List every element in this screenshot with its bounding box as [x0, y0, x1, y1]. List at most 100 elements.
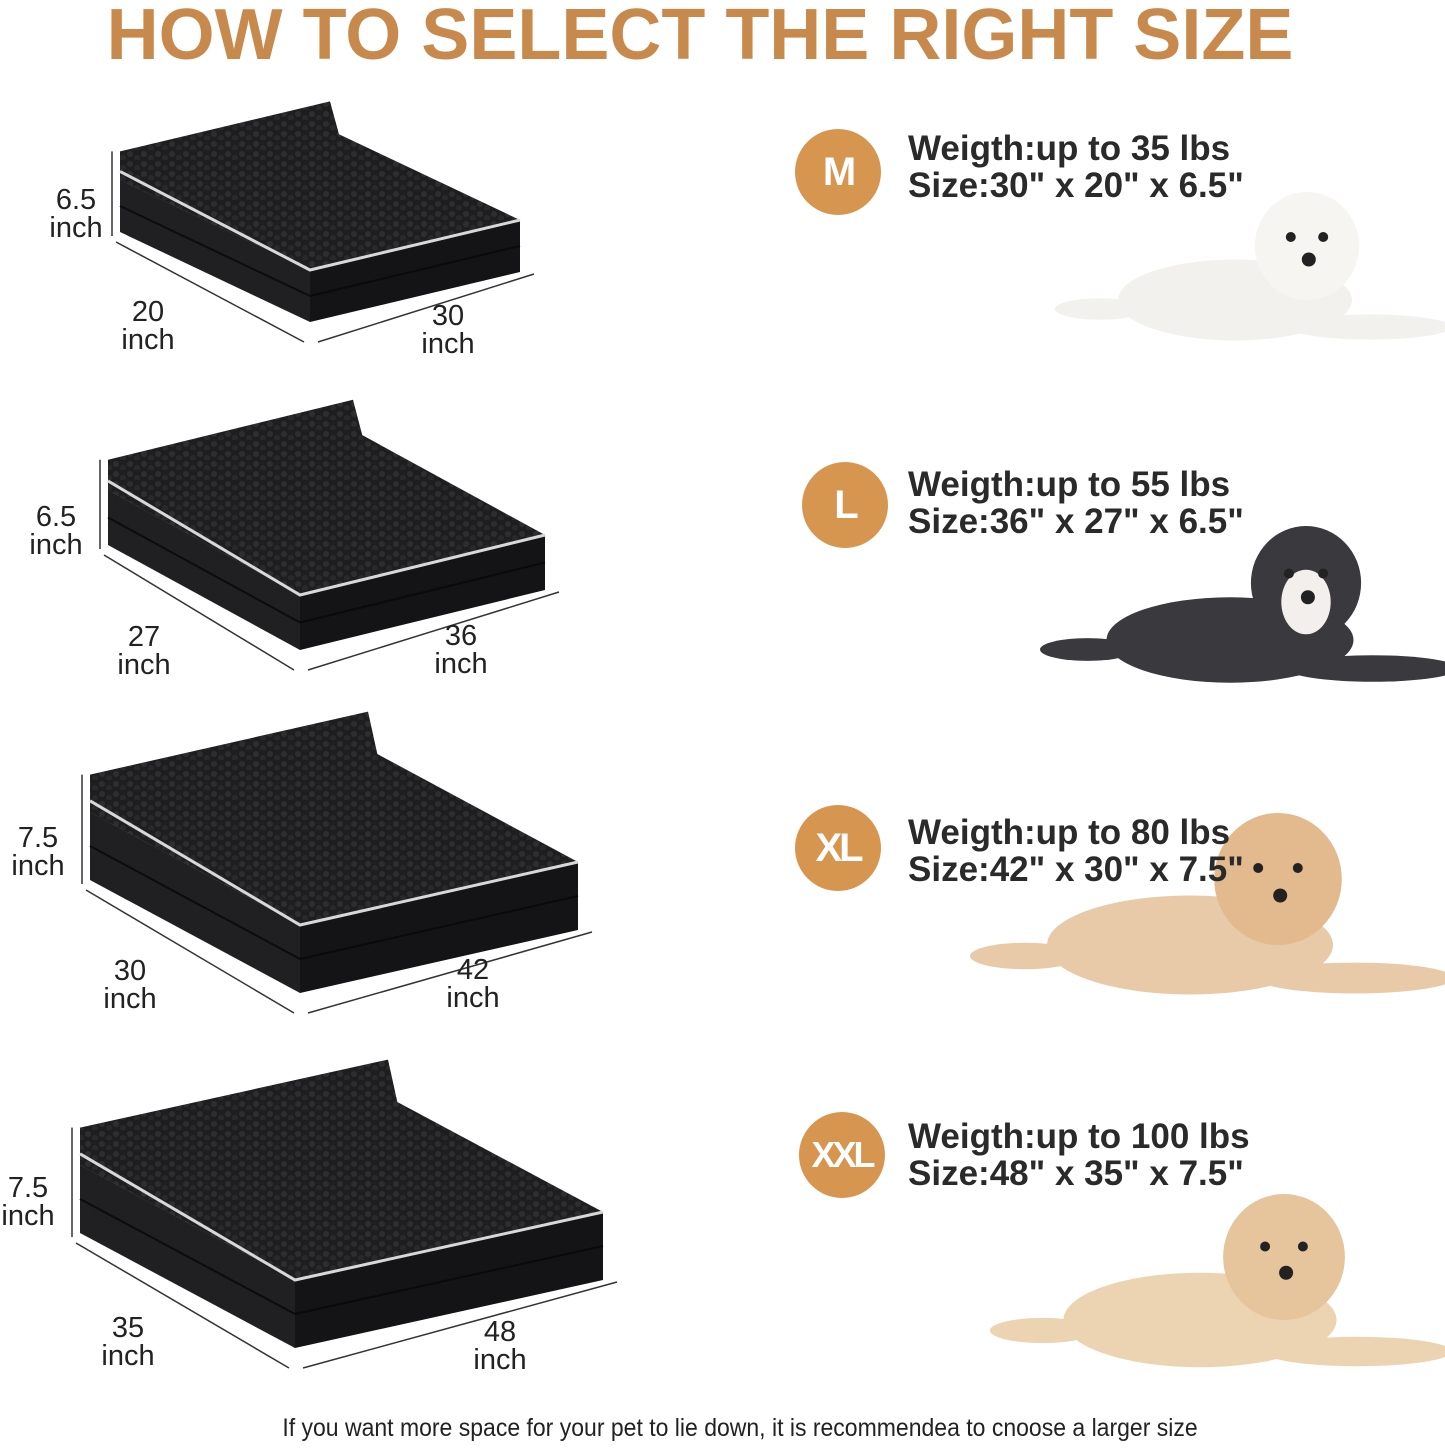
dim-value: 6.5	[55, 184, 97, 216]
bed-seam	[299, 561, 546, 624]
bed-bolster-back	[90, 711, 378, 818]
dog-front-legs	[1256, 962, 1445, 994]
footer-note: If you want more space for your pet to l…	[282, 1414, 1198, 1442]
dim-unit: inch	[121, 324, 175, 356]
depth-dimension-line	[75, 1242, 290, 1369]
length-dim-xxl: 48 inch	[473, 1316, 527, 1376]
bed-bolster-left	[80, 1127, 295, 1280]
size-text: Size:42" x 30" x 7.5"	[908, 850, 1244, 889]
depth-dimension-line	[115, 241, 305, 343]
dim-unit: inch	[11, 850, 65, 882]
dim-unit: inch	[473, 1344, 527, 1376]
height-dim-xxl: 7.5 inch	[1, 1172, 55, 1232]
dog-head	[1214, 813, 1342, 945]
dog-tail	[1040, 638, 1135, 661]
height-dim-m: 6.5 inch	[49, 184, 103, 244]
dog-eye	[1283, 568, 1294, 579]
dim-value: 6.5	[35, 501, 77, 533]
length-dim-xl: 42 inch	[446, 954, 500, 1014]
dim-unit: inch	[103, 983, 157, 1015]
size-spec-xl: Weigth:up to 80 lbs Size:42" x 30" x 7.5"	[908, 814, 1244, 888]
page-title: HOW TO SELECT THE RIGHT SIZE	[106, 0, 1294, 75]
dog-head	[1223, 1194, 1345, 1320]
dim-unit: inch	[101, 1340, 155, 1372]
weight-text: Weigth:up to 80 lbs	[908, 813, 1231, 852]
bed-bolster-left	[90, 774, 300, 925]
dog-head	[1254, 192, 1360, 300]
dim-unit: inch	[434, 648, 488, 680]
size-spec-l: Weigth:up to 55 lbs Size:36" x 27" x 6.5"	[908, 466, 1244, 540]
dim-value: 30	[431, 300, 465, 332]
length-dim-l: 36 inch	[434, 620, 488, 680]
length-dimension-line	[302, 1281, 618, 1369]
dog-eye	[1260, 1241, 1271, 1252]
size-badge-xxl: XXL	[799, 1112, 885, 1198]
height-dim-l: 6.5 inch	[29, 501, 83, 561]
dim-unit: inch	[117, 649, 171, 681]
length-dimension-line	[307, 591, 560, 671]
dog-eye	[1292, 863, 1303, 873]
bed-seam	[299, 895, 579, 960]
dog-tail	[970, 942, 1080, 970]
dog-front-legs	[1289, 314, 1445, 340]
dim-value: 7.5	[17, 822, 59, 854]
size-spec-xxl: Weigth:up to 100 lbs Size:48" x 35" x 7.5…	[908, 1118, 1250, 1192]
weight-text: Weigth:up to 55 lbs	[908, 465, 1231, 504]
bed-bolster-back	[108, 399, 363, 496]
height-dim-xl: 7.5 inch	[11, 822, 65, 882]
bed-piping	[119, 170, 521, 272]
bed-bolster-left	[120, 151, 310, 270]
dim-value: 30	[113, 955, 147, 987]
dog-nose	[1273, 888, 1288, 903]
bed-piping	[107, 479, 546, 597]
dim-value: 7.5	[7, 1172, 49, 1204]
dim-unit: inch	[49, 212, 103, 244]
dim-value: 36	[444, 620, 478, 652]
dim-value: 42	[456, 954, 490, 986]
dim-unit: inch	[1, 1200, 55, 1232]
dog-eye	[1253, 863, 1264, 873]
dim-value: 27	[127, 621, 161, 653]
dog-front-legs	[1263, 1336, 1445, 1367]
bed-seam	[119, 205, 311, 297]
dim-value: 35	[111, 1312, 145, 1344]
size-text: Size:36" x 27" x 6.5"	[908, 502, 1244, 541]
dog-eye	[1285, 232, 1296, 242]
bed-bolster-left	[108, 459, 300, 595]
dog-front-legs	[1287, 655, 1445, 682]
weight-text: Weigth:up to 100 lbs	[908, 1117, 1250, 1156]
bed-seam	[107, 516, 301, 624]
bed-seam	[89, 845, 301, 960]
bed-seam	[294, 1245, 604, 1315]
depth-dimension-line	[85, 889, 295, 1014]
size-text: Size:48" x 35" x 7.5"	[908, 1154, 1244, 1193]
dog-nose	[1279, 1265, 1294, 1280]
weight-text: Weigth:up to 35 lbs	[908, 129, 1231, 168]
size-spec-m: Weigth:up to 35 lbs Size:30" x 20" x 6.5"	[908, 130, 1244, 204]
size-badge-l: L	[802, 462, 888, 548]
dim-unit: inch	[446, 982, 500, 1014]
depth-dim-m: 20 inch	[121, 296, 175, 356]
dim-value: 48	[483, 1316, 517, 1348]
dog-eye	[1318, 232, 1329, 242]
depth-dim-xxl: 35 inch	[101, 1312, 155, 1372]
bed-seam	[309, 245, 521, 297]
dog-eye	[1318, 568, 1329, 579]
depth-dim-xl: 30 inch	[103, 955, 157, 1015]
dog-tail	[1055, 298, 1145, 320]
bed-piping	[89, 799, 579, 927]
dog-nose	[1300, 590, 1315, 605]
length-dimension-line	[317, 273, 535, 343]
length-dimension-line	[307, 931, 593, 1014]
dim-unit: inch	[29, 529, 83, 561]
dog-tail	[990, 1317, 1095, 1344]
size-text: Size:30" x 20" x 6.5"	[908, 166, 1244, 205]
dim-value: 20	[131, 296, 165, 328]
depth-dim-l: 27 inch	[117, 621, 171, 681]
dog-nose	[1301, 252, 1316, 267]
length-dim-m: 30 inch	[421, 300, 474, 359]
size-badge-m: M	[795, 129, 881, 215]
bed-bolster-back	[120, 101, 340, 186]
bed-seam	[79, 1198, 296, 1315]
